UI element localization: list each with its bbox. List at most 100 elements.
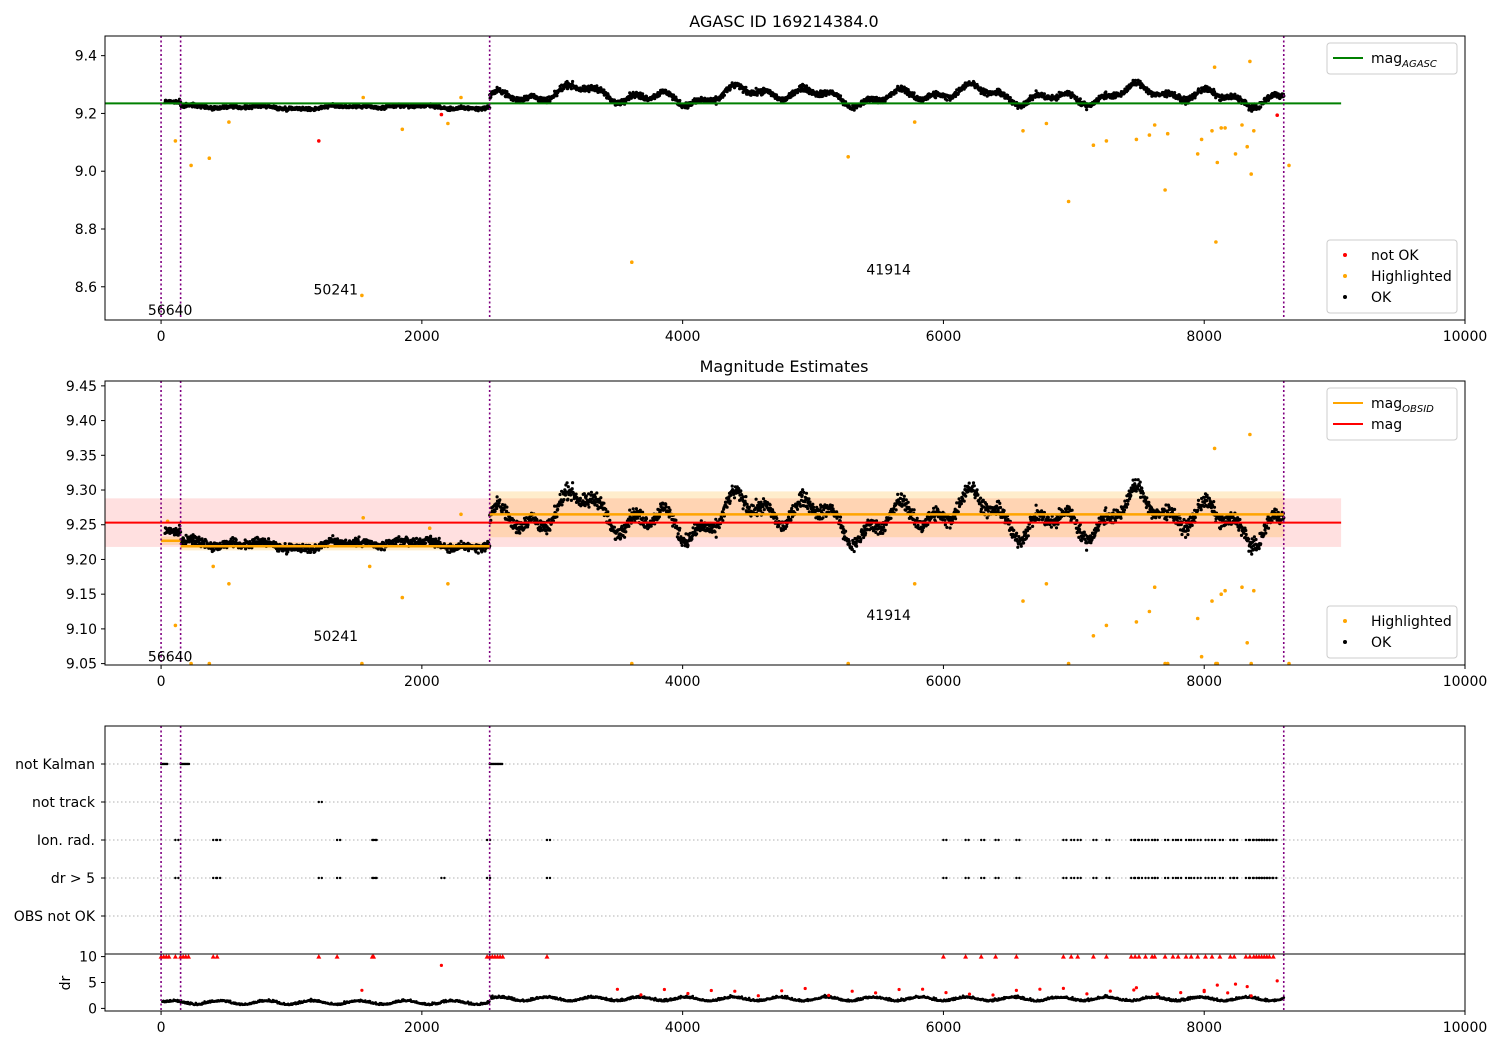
highlighted-point	[1166, 132, 1170, 136]
ok-point	[789, 519, 792, 522]
ok-point	[752, 504, 755, 507]
highlighted-point	[1200, 138, 1204, 142]
ok-point	[733, 496, 736, 499]
highlighted-point	[1148, 133, 1152, 137]
ok-point	[796, 508, 799, 511]
highlighted-point	[1214, 240, 1218, 244]
highlighted-point	[446, 122, 450, 126]
ok-point	[477, 552, 480, 555]
ok-point	[695, 532, 698, 535]
highlighted-point	[1240, 123, 1244, 127]
legend-swatch-dot	[1343, 274, 1347, 278]
ok-point	[627, 525, 630, 528]
ok-point	[579, 497, 582, 500]
ok-point	[723, 94, 726, 97]
ok-point	[755, 87, 758, 90]
ok-point	[284, 542, 287, 545]
highlighted-point	[1135, 138, 1139, 142]
ok-point	[599, 496, 602, 499]
highlighted-point	[1249, 172, 1253, 176]
obsid-label: 41914	[866, 262, 911, 278]
ok-point	[645, 517, 648, 520]
ok-point	[1031, 98, 1034, 101]
highlighted-point	[1252, 129, 1256, 133]
highlighted-point	[1021, 129, 1025, 133]
ok-point	[548, 529, 551, 532]
ok-point	[212, 549, 215, 552]
ok-point	[1043, 92, 1046, 95]
ok-point	[1173, 91, 1176, 94]
ok-point	[494, 510, 497, 513]
ok-point	[790, 507, 793, 510]
ok-point	[957, 510, 960, 513]
ok-point	[526, 523, 529, 526]
ok-point	[559, 493, 562, 496]
ok-point	[801, 494, 804, 497]
ok-point	[881, 532, 884, 535]
ok-point	[545, 532, 548, 535]
legend-swatch-dot	[1343, 253, 1347, 257]
ok-point	[690, 537, 693, 540]
ok-point	[913, 508, 916, 511]
ok-point	[424, 542, 427, 545]
x-tick-label: 6000	[926, 329, 962, 345]
highlighted-point	[1045, 122, 1049, 126]
ok-point	[357, 535, 360, 538]
ok-point	[658, 515, 661, 518]
ok-point	[438, 537, 441, 540]
ok-point	[595, 491, 598, 494]
legend-label: not OK	[1371, 248, 1419, 264]
ok-point	[571, 80, 574, 83]
ok-point	[564, 494, 567, 497]
legend-label: Highlighted	[1371, 269, 1452, 285]
ok-point	[811, 503, 814, 506]
ok-point	[606, 510, 609, 513]
ok-point	[331, 534, 334, 537]
ok-point	[896, 493, 899, 496]
ok-point	[960, 502, 963, 505]
ok-point	[726, 506, 729, 509]
ok-point	[571, 487, 574, 490]
highlighted-point	[1196, 152, 1200, 156]
ok-point	[744, 86, 747, 89]
ok-point	[505, 90, 508, 93]
ok-point	[569, 493, 572, 496]
ok-point	[949, 526, 952, 529]
highlighted-point	[1210, 129, 1214, 133]
highlighted-point	[361, 96, 365, 100]
ok-point	[613, 526, 616, 529]
ok-point	[518, 532, 521, 535]
ok-point	[567, 485, 570, 488]
ok-point	[623, 536, 626, 539]
ok-point	[775, 517, 778, 520]
ok-point	[916, 517, 919, 520]
ok-point	[397, 535, 400, 538]
ok-point	[769, 503, 772, 506]
legend-swatch-dot	[1343, 295, 1347, 299]
ok-point	[762, 497, 765, 500]
ok-point	[839, 94, 842, 97]
legend: magAGASC	[1327, 43, 1457, 74]
not-ok-point	[317, 139, 321, 143]
ok-point	[945, 99, 948, 102]
ok-point	[566, 498, 569, 501]
ok-point	[562, 498, 565, 501]
ok-point	[460, 540, 463, 543]
ok-point	[570, 499, 573, 502]
ok-point	[903, 495, 906, 498]
highlighted-point	[1163, 188, 1167, 192]
ok-point	[556, 508, 559, 511]
ok-point	[821, 516, 824, 519]
ok-point	[934, 96, 937, 99]
ok-point	[763, 508, 766, 511]
ok-point	[739, 489, 742, 492]
ok-point	[496, 495, 499, 498]
axes-frame	[105, 36, 1465, 320]
ok-point	[839, 516, 842, 519]
highlighted-point	[1223, 126, 1227, 130]
ok-point	[1009, 96, 1012, 99]
ok-point	[344, 539, 347, 542]
ok-point	[566, 481, 569, 484]
